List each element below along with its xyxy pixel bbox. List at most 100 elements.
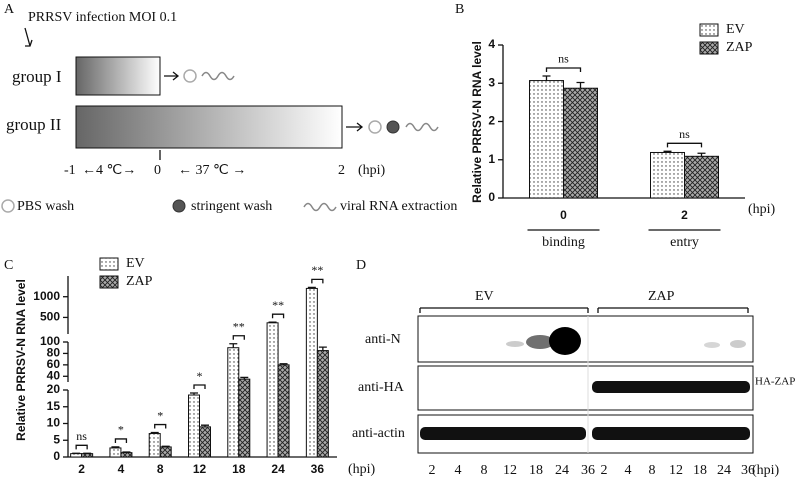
lane-label: 8 bbox=[481, 463, 488, 478]
y-tick-label: 4 bbox=[488, 37, 495, 51]
significance-label: ns bbox=[558, 52, 569, 66]
x-tick-label: 2 bbox=[681, 208, 688, 222]
pbs-icon bbox=[368, 120, 382, 134]
group-label: binding bbox=[542, 235, 585, 250]
unit-label: (hpi) bbox=[748, 202, 776, 217]
panel-label: D bbox=[356, 258, 366, 273]
bar bbox=[120, 452, 133, 458]
timeline-label: 2 bbox=[338, 163, 345, 178]
timeline-label: -1 bbox=[64, 163, 76, 178]
rna-icon bbox=[405, 122, 439, 132]
pbs-icon bbox=[183, 69, 197, 83]
lane-label: 8 bbox=[649, 463, 656, 478]
legend-label: viral RNA extraction bbox=[340, 199, 457, 214]
significance-label: * bbox=[157, 408, 163, 422]
lane-label: 2 bbox=[429, 463, 436, 478]
bar bbox=[227, 347, 240, 458]
significance-bracket bbox=[666, 142, 703, 148]
legend-label: ZAP bbox=[126, 274, 153, 289]
group-label: group I bbox=[12, 67, 62, 86]
bar bbox=[529, 80, 564, 199]
legend-label: PBS wash bbox=[17, 199, 74, 214]
blot: EV ZAP anti-N anti-HA anti-actin HA-ZAP bbox=[352, 289, 795, 454]
pbs-icon bbox=[1, 199, 15, 213]
x-tick-label: 0 bbox=[560, 208, 567, 222]
bar bbox=[316, 350, 329, 458]
error-bar bbox=[190, 392, 198, 396]
stringent-icon bbox=[172, 199, 186, 213]
lane-label: 36 bbox=[741, 463, 755, 478]
timeline-label: ←4 ℃→ bbox=[82, 163, 136, 178]
x-tick-label: 4 bbox=[118, 462, 125, 476]
x-tick-label: 18 bbox=[232, 462, 246, 476]
error-bar bbox=[318, 346, 327, 351]
error-bar bbox=[663, 150, 672, 153]
bar bbox=[563, 87, 598, 199]
lane-label: 24 bbox=[555, 463, 569, 478]
unit-label: (hpi) bbox=[348, 462, 376, 477]
lane-label: 36 bbox=[581, 463, 595, 478]
error-bar bbox=[697, 152, 706, 157]
bar bbox=[305, 287, 318, 458]
x-tick-label: 8 bbox=[157, 462, 164, 476]
group-bar bbox=[75, 56, 161, 96]
significance-bracket bbox=[232, 335, 245, 340]
bar bbox=[159, 446, 172, 458]
y-tick-label: 100 bbox=[40, 334, 60, 348]
y-tick-label: 60 bbox=[47, 357, 61, 371]
blot-row: anti-actin bbox=[352, 426, 405, 441]
legend-swatch bbox=[99, 257, 119, 271]
lane-label: 4 bbox=[625, 463, 632, 478]
blot-row: anti-HA bbox=[358, 380, 405, 395]
significance-label: * bbox=[118, 423, 124, 437]
y-tick-label: 1000 bbox=[33, 289, 60, 303]
significance-label: ** bbox=[233, 319, 245, 333]
rna-icon bbox=[303, 202, 337, 212]
lane-label: 24 bbox=[717, 463, 731, 478]
error-bar bbox=[111, 446, 120, 448]
significance-label: ** bbox=[311, 263, 323, 277]
error-bar bbox=[542, 75, 551, 81]
bar bbox=[109, 447, 122, 458]
y-tick-label: 2 bbox=[488, 114, 495, 128]
error-bar bbox=[279, 363, 288, 365]
legend-label: stringent wash bbox=[191, 199, 272, 214]
x-tick-label: 36 bbox=[311, 462, 325, 476]
error-bar bbox=[229, 343, 238, 348]
x-tick-label: 12 bbox=[193, 462, 207, 476]
significance-bracket bbox=[311, 278, 324, 284]
error-bar bbox=[161, 445, 170, 447]
bar bbox=[199, 426, 211, 458]
group-label: entry bbox=[670, 235, 699, 250]
y-label: Relative PRRSV-N RNA level bbox=[14, 279, 28, 441]
significance-label: * bbox=[197, 369, 203, 383]
y-tick-label: 500 bbox=[40, 310, 60, 324]
rna-icon bbox=[201, 71, 235, 81]
error-bar bbox=[201, 424, 209, 427]
infection-label: PRRSV infection MOI 0.1 bbox=[28, 10, 177, 25]
legend-label: ZAP bbox=[726, 40, 753, 55]
y-tick-label: 0 bbox=[488, 190, 495, 204]
lane-label: 18 bbox=[693, 463, 707, 478]
error-bar bbox=[307, 286, 316, 289]
bar bbox=[266, 322, 279, 458]
panel-label: C bbox=[4, 258, 13, 273]
error-bar bbox=[150, 431, 159, 434]
significance-bracket bbox=[193, 384, 206, 390]
bar bbox=[81, 453, 94, 458]
significance-bracket bbox=[114, 438, 128, 443]
significance-label: ** bbox=[272, 298, 284, 312]
lane-label: 4 bbox=[455, 463, 462, 478]
band-label: HA-ZAP bbox=[755, 376, 795, 388]
y-tick-label: 20 bbox=[47, 382, 61, 396]
bar bbox=[188, 394, 200, 458]
lane-label: 12 bbox=[669, 463, 683, 478]
y-tick-label: 5 bbox=[53, 432, 60, 446]
bar bbox=[684, 155, 719, 199]
significance-bracket bbox=[154, 423, 167, 429]
error-bar bbox=[240, 376, 249, 380]
stringent-icon bbox=[386, 120, 400, 134]
legend-label: EV bbox=[126, 256, 145, 271]
timeline-label: ← 37 ℃ → bbox=[178, 163, 246, 178]
